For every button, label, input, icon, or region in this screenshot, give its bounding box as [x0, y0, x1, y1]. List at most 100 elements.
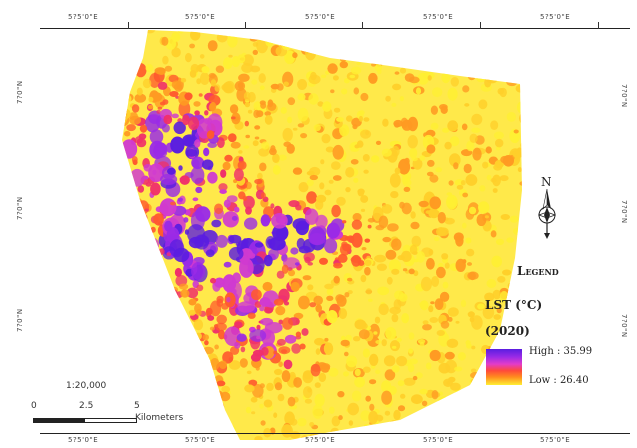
- raster-patch: [497, 72, 502, 78]
- raster-patch: [386, 276, 393, 285]
- raster-patch: [365, 130, 370, 136]
- raster-patch: [331, 415, 341, 427]
- raster-patch: [196, 78, 202, 85]
- raster-patch: [453, 59, 464, 71]
- raster-patch: [192, 417, 203, 429]
- raster-patch: [512, 402, 522, 409]
- raster-patch: [452, 198, 457, 204]
- raster-patch: [259, 297, 271, 307]
- raster-patch: [122, 212, 130, 221]
- raster-patch: [223, 199, 231, 208]
- raster-patch: [493, 131, 504, 140]
- raster-patch: [163, 114, 173, 125]
- raster-patch: [365, 288, 372, 295]
- raster-patch: [382, 236, 392, 243]
- raster-patch: [131, 220, 140, 230]
- raster-patch: [436, 41, 447, 54]
- raster-patch: [499, 46, 506, 54]
- raster-patch: [143, 229, 154, 242]
- raster-patch: [392, 83, 402, 91]
- raster-patch: [356, 61, 361, 66]
- raster-patch: [251, 79, 258, 85]
- raster-patch: [360, 274, 367, 283]
- raster-patch: [283, 359, 293, 370]
- raster-patch: [441, 71, 451, 84]
- raster-patch: [246, 370, 252, 375]
- raster-patch: [447, 307, 459, 317]
- raster-patch: [374, 316, 381, 324]
- raster-patch: [137, 200, 150, 215]
- raster-patch: [513, 129, 519, 134]
- raster-patch: [492, 41, 500, 47]
- raster-patch: [505, 313, 513, 318]
- raster-patch: [160, 291, 167, 299]
- right-coord-label: 7?0"N: [620, 314, 628, 338]
- raster-patch: [216, 380, 226, 387]
- raster-patch: [190, 30, 201, 41]
- raster-patch: [415, 372, 423, 379]
- raster-patch: [518, 421, 522, 431]
- raster-patch: [336, 196, 346, 206]
- raster-patch: [137, 213, 148, 223]
- bottom-neatline: [40, 433, 630, 434]
- raster-patch: [350, 159, 359, 165]
- raster-patch: [122, 127, 123, 134]
- raster-patch: [464, 103, 470, 107]
- raster-patch: [521, 347, 522, 354]
- raster-patch: [480, 437, 488, 440]
- raster-patch: [195, 309, 202, 316]
- raster-patch: [309, 166, 321, 176]
- raster-patch: [330, 30, 341, 43]
- raster-patch: [126, 259, 132, 265]
- raster-patch: [182, 114, 190, 126]
- raster-patch: [368, 410, 379, 425]
- raster-patch: [144, 441, 149, 446]
- raster-patch: [122, 94, 132, 103]
- raster-patch: [434, 236, 440, 242]
- raster-patch: [300, 133, 308, 139]
- raster-patch: [131, 156, 138, 164]
- raster-patch: [496, 307, 502, 314]
- raster-patch: [214, 84, 221, 92]
- raster-patch: [425, 362, 432, 370]
- raster-patch: [475, 403, 488, 416]
- raster-patch: [390, 191, 399, 199]
- raster-patch: [492, 289, 502, 300]
- raster-patch: [407, 116, 418, 132]
- raster-patch: [131, 196, 138, 203]
- raster-patch: [228, 234, 242, 244]
- raster-patch: [281, 40, 291, 50]
- raster-patch: [307, 284, 314, 291]
- raster-patch: [513, 227, 522, 235]
- raster-patch: [194, 110, 200, 116]
- raster-patch: [333, 30, 338, 34]
- raster-patch: [219, 360, 227, 370]
- raster-patch: [207, 315, 215, 321]
- raster-patch: [377, 286, 390, 296]
- raster-patch: [492, 188, 498, 193]
- raster-patch: [303, 252, 315, 262]
- raster-patch: [358, 115, 363, 122]
- raster-patch: [287, 116, 293, 124]
- raster-patch: [391, 345, 397, 349]
- raster-patch: [383, 355, 396, 367]
- raster-patch: [391, 145, 400, 157]
- raster-patch: [346, 115, 353, 122]
- raster-patch: [304, 398, 312, 404]
- raster-patch: [236, 441, 240, 444]
- raster-patch: [441, 253, 449, 260]
- raster-patch: [310, 34, 321, 44]
- legend-year: (2020): [485, 324, 530, 338]
- raster-patch: [407, 363, 415, 373]
- raster-patch: [290, 247, 299, 255]
- raster-patch: [344, 78, 350, 84]
- raster-patch: [150, 182, 161, 196]
- raster-patch: [477, 303, 485, 310]
- raster-patch: [457, 58, 466, 68]
- raster-patch: [326, 295, 334, 301]
- raster-patch: [226, 296, 231, 303]
- top-coord-label: 5?5'0"E: [185, 13, 216, 21]
- raster-patch: [464, 30, 475, 36]
- raster-patch: [502, 269, 512, 276]
- raster-patch: [471, 404, 484, 414]
